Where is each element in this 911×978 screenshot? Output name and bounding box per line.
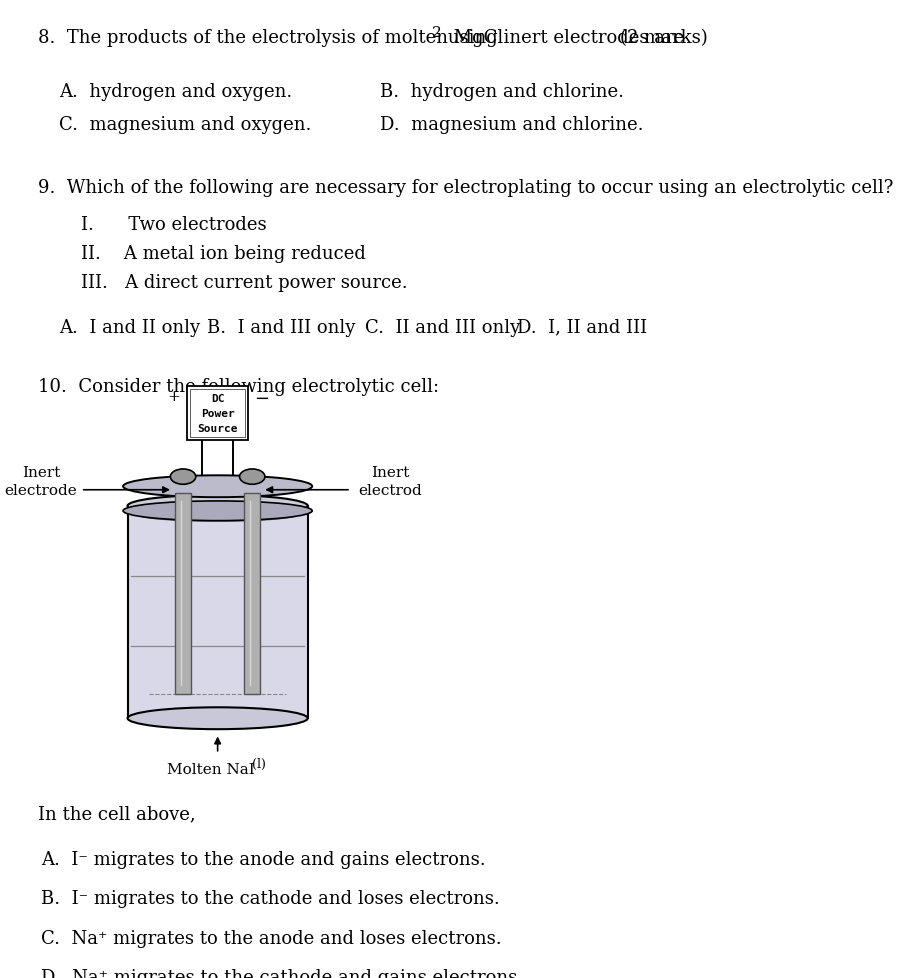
Text: C.  II and III only: C. II and III only bbox=[365, 318, 520, 336]
Ellipse shape bbox=[123, 476, 312, 498]
Text: (l): (l) bbox=[252, 757, 266, 771]
Ellipse shape bbox=[128, 707, 308, 730]
Ellipse shape bbox=[170, 469, 196, 485]
Text: 9.  Which of the following are necessary for electroplating to occur using an el: 9. Which of the following are necessary … bbox=[37, 179, 893, 198]
Text: 10.  Consider the following electrolytic cell:: 10. Consider the following electrolytic … bbox=[37, 378, 438, 396]
Text: A.  hydrogen and oxygen.: A. hydrogen and oxygen. bbox=[59, 83, 292, 101]
Text: 2: 2 bbox=[433, 26, 442, 40]
Text: A.  I⁻ migrates to the anode and gains electrons.: A. I⁻ migrates to the anode and gains el… bbox=[41, 850, 486, 868]
FancyBboxPatch shape bbox=[187, 386, 249, 441]
Text: C.  magnesium and oxygen.: C. magnesium and oxygen. bbox=[59, 116, 312, 134]
Text: Inert
electrode: Inert electrode bbox=[5, 466, 77, 497]
Text: D.  magnesium and chlorine.: D. magnesium and chlorine. bbox=[380, 116, 643, 134]
Text: B.  hydrogen and chlorine.: B. hydrogen and chlorine. bbox=[380, 83, 624, 101]
Text: 8.  The products of the electrolysis of molten MgCl: 8. The products of the electrolysis of m… bbox=[37, 28, 503, 47]
Text: D.  Na⁺ migrates to the cathode and gains electrons.: D. Na⁺ migrates to the cathode and gains… bbox=[41, 968, 523, 978]
Text: III.   A direct current power source.: III. A direct current power source. bbox=[81, 274, 407, 291]
Ellipse shape bbox=[123, 502, 312, 521]
FancyBboxPatch shape bbox=[244, 493, 261, 694]
Polygon shape bbox=[128, 507, 308, 719]
Text: A.  I and II only: A. I and II only bbox=[59, 318, 200, 336]
FancyBboxPatch shape bbox=[175, 493, 191, 694]
Text: Source: Source bbox=[198, 423, 238, 434]
Text: B.  I and III only: B. I and III only bbox=[207, 318, 355, 336]
FancyBboxPatch shape bbox=[189, 390, 245, 437]
Ellipse shape bbox=[138, 509, 297, 521]
Text: I.      Two electrodes: I. Two electrodes bbox=[81, 216, 266, 234]
Text: Inert
electrod: Inert electrod bbox=[359, 466, 423, 497]
Text: +: + bbox=[168, 390, 180, 404]
Ellipse shape bbox=[240, 469, 265, 485]
Text: B.  I⁻ migrates to the cathode and loses electrons.: B. I⁻ migrates to the cathode and loses … bbox=[41, 890, 500, 908]
Text: D.  I, II and III: D. I, II and III bbox=[517, 318, 647, 336]
Ellipse shape bbox=[128, 496, 308, 517]
Text: using inert electrodes are: using inert electrodes are bbox=[442, 28, 684, 47]
Text: Power: Power bbox=[200, 409, 234, 419]
Text: C.  Na⁺ migrates to the anode and loses electrons.: C. Na⁺ migrates to the anode and loses e… bbox=[41, 929, 502, 947]
Text: (2 marks): (2 marks) bbox=[619, 28, 708, 47]
Text: −: − bbox=[253, 390, 269, 408]
Text: Molten NaI: Molten NaI bbox=[167, 763, 254, 777]
Text: II.    A metal ion being reduced: II. A metal ion being reduced bbox=[81, 244, 365, 263]
Text: DC: DC bbox=[210, 393, 224, 403]
Text: In the cell above,: In the cell above, bbox=[37, 805, 195, 822]
